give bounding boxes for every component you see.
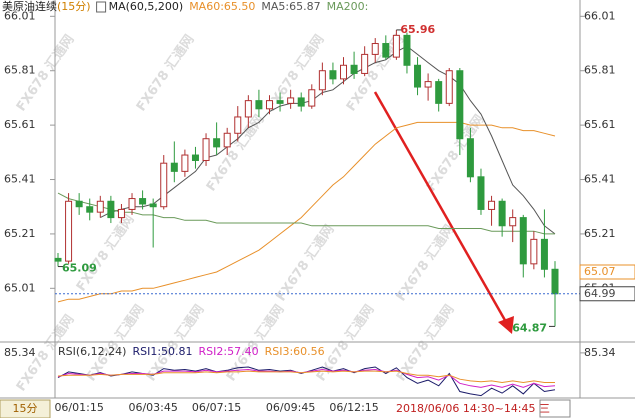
annotation-label: 65.96 — [400, 23, 435, 36]
candle-body — [149, 203, 157, 208]
y-tick-label: 65.01 — [4, 281, 36, 294]
cursor-label: 2018/06/06 14:30~14:45 三 — [396, 402, 550, 415]
candle-body — [477, 176, 485, 210]
candle-body — [392, 34, 400, 58]
legend-entry: MA5:65.87 — [261, 0, 320, 13]
candle-body — [128, 198, 136, 210]
candle-body — [414, 64, 422, 88]
candle-body — [276, 100, 284, 104]
candle-body — [498, 200, 506, 227]
candle-body — [329, 70, 337, 80]
y-tick-label-right: 65.41 — [584, 173, 616, 186]
candle-body — [456, 70, 464, 140]
candle-body — [540, 238, 548, 270]
candle-body — [202, 138, 210, 161]
interval-button[interactable] — [0, 399, 51, 418]
ma-line — [100, 45, 556, 235]
rsi-legend: RSI3:60.56 — [265, 345, 325, 358]
candle-body — [234, 116, 242, 134]
y-tick-label-right: 65.81 — [584, 64, 616, 77]
price-box-label: 65.07 — [584, 265, 616, 278]
candle-body — [318, 70, 326, 91]
y-tick-label: 65.61 — [4, 118, 36, 131]
indicator-icon — [96, 1, 107, 13]
logo-frame — [539, 399, 571, 418]
indicator-label: MA(60,5,200) — [109, 0, 184, 13]
legend-entry: MA200: — [327, 0, 369, 13]
annotation-label: 65.09 — [62, 262, 97, 275]
ma-line — [57, 121, 556, 303]
candle-body — [65, 200, 73, 262]
candle-body — [403, 34, 411, 66]
candle-body — [466, 138, 474, 178]
y-tick-label: 66.01 — [4, 9, 36, 22]
candle-body — [170, 162, 178, 172]
candle-body — [255, 100, 263, 110]
candle-body — [117, 208, 125, 219]
rsi-legend: RSI2:57.40 — [199, 345, 259, 358]
candle-body — [308, 89, 316, 107]
trend-arrow — [373, 91, 508, 323]
candle-body — [223, 132, 231, 148]
y-tick-label: 65.41 — [4, 173, 36, 186]
legend-entry: MA60:65.50 — [189, 0, 255, 13]
price-box — [579, 286, 635, 302]
candle-body — [297, 97, 305, 107]
x-tick-label: 06/07:15 — [192, 401, 241, 414]
x-tick-label: 06/12:15 — [329, 401, 378, 414]
chart-period: (15分) — [57, 0, 91, 13]
candle-body — [191, 154, 199, 161]
interval-label[interactable]: 15分 — [13, 402, 38, 415]
x-tick-label: 06/03:45 — [128, 401, 177, 414]
rsi-title: RSI(6,12,24) — [58, 345, 126, 358]
candle-body — [287, 97, 295, 104]
candle-body — [530, 238, 538, 265]
candle-body — [519, 217, 527, 265]
price-box — [579, 264, 635, 280]
y-tick-label-right: 65.61 — [584, 118, 616, 131]
candle-body — [361, 53, 369, 74]
candle-body — [488, 200, 496, 210]
candle-body — [181, 154, 189, 172]
candle-body — [139, 198, 147, 205]
candle-body — [382, 43, 390, 58]
x-tick-label: 06/09:45 — [266, 401, 315, 414]
ma-line — [57, 192, 555, 235]
cursor-box — [390, 400, 580, 418]
candle-body — [445, 70, 453, 104]
y-tick-label-right: 65.21 — [584, 227, 616, 240]
candle-body — [75, 200, 83, 208]
candle-body — [371, 43, 379, 55]
x-tick-label: 06/01:15 — [54, 401, 103, 414]
candle-body — [244, 100, 252, 118]
chart-title: 美原油连续 — [2, 0, 57, 13]
candle-body — [551, 268, 559, 295]
candle-body — [96, 200, 104, 213]
rsi-tick-label-right: 85.34 — [584, 346, 616, 359]
rsi-line — [57, 370, 555, 384]
candle-body — [435, 81, 443, 104]
price-box-label: 64.99 — [584, 287, 616, 300]
rsi-legend: RSI1:50.81 — [132, 345, 192, 358]
arrow-head — [498, 316, 514, 334]
candle-body — [160, 162, 168, 208]
candle-body — [213, 138, 221, 148]
y-tick-label: 65.81 — [4, 64, 36, 77]
y-tick-label: 65.21 — [4, 227, 36, 240]
candle-body — [509, 217, 517, 227]
candle-body — [107, 200, 115, 219]
candle-body — [54, 257, 62, 262]
candle-body — [86, 206, 94, 213]
annotation-label: 64.87 — [512, 321, 547, 334]
candle-body — [265, 100, 273, 110]
candle-body — [350, 64, 358, 74]
rsi-tick-label: 85.34 — [4, 346, 36, 359]
y-tick-label-right: 66.01 — [584, 9, 616, 22]
candle-body — [340, 64, 348, 80]
candle-body — [424, 81, 432, 88]
